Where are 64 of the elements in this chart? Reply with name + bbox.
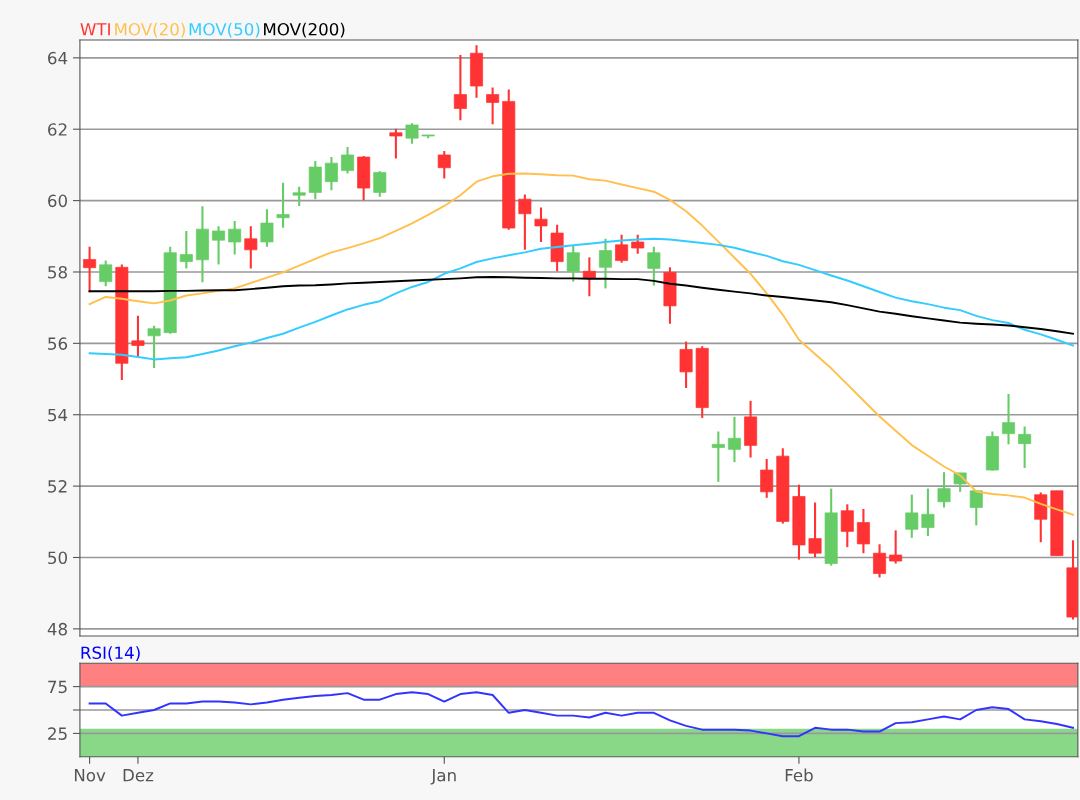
candlestick	[212, 225, 226, 266]
candlestick	[873, 543, 887, 579]
candlestick	[518, 193, 532, 251]
line-series	[88, 172, 1074, 516]
candlestick	[131, 314, 145, 358]
y-tick-label: 54	[48, 408, 68, 422]
text: WTI	[80, 23, 110, 36]
candlestick	[856, 507, 870, 555]
candlestick	[99, 259, 113, 288]
y-tick-label: 75	[48, 680, 67, 694]
candlestick	[921, 487, 935, 538]
candlestick	[1002, 392, 1015, 446]
candlestick	[582, 256, 596, 298]
candlestick	[260, 208, 274, 248]
candlestick	[889, 529, 903, 565]
y-tick-label: 62	[48, 123, 67, 136]
x-tick-label: Nov	[74, 769, 106, 782]
x-tick-label: Feb	[785, 768, 813, 782]
candlestick	[453, 53, 467, 122]
x-tick-label: Dez	[123, 769, 154, 782]
y-tick-label: 52	[48, 480, 67, 493]
candlestick	[905, 493, 919, 539]
y-tick-label: 58	[48, 265, 67, 279]
candlestick	[566, 244, 580, 283]
line-series	[88, 691, 1074, 738]
candlestick	[534, 206, 548, 244]
y-tick-label: 56	[48, 337, 68, 350]
candlestick	[631, 233, 645, 255]
candlestick	[615, 233, 629, 264]
candlestick	[389, 127, 403, 160]
candlestick	[808, 501, 822, 559]
candlestick	[228, 219, 242, 256]
text: MOV(20)	[115, 22, 185, 38]
y-tick-label: 25	[48, 727, 67, 740]
candlestick	[679, 340, 693, 389]
candlestick	[486, 86, 500, 126]
candlestick	[341, 146, 355, 175]
candlestick	[1018, 425, 1032, 469]
candlestick	[437, 149, 451, 180]
candlestick	[969, 489, 983, 527]
text: MOV(200)	[264, 22, 345, 38]
candlestick	[147, 324, 161, 370]
candlestick	[373, 170, 387, 198]
y-tick-label: 60	[48, 194, 68, 208]
y-tick-label: 64	[48, 51, 68, 65]
candlestick	[840, 503, 854, 549]
candlestick	[599, 237, 612, 290]
candlestick	[760, 457, 774, 499]
candlestick	[179, 229, 193, 270]
chart-title: RSI(14)	[81, 646, 140, 661]
line-series	[88, 237, 1074, 361]
candlestick	[405, 122, 419, 145]
y-tick-label: 50	[48, 551, 68, 565]
y-tick-label: 48	[47, 622, 67, 636]
x-tick-label: Jan	[430, 769, 456, 785]
candlestick	[647, 245, 661, 287]
text: MOV(50)	[189, 22, 260, 38]
candlestick	[727, 415, 741, 464]
candlestick	[244, 225, 258, 270]
candlestick	[292, 185, 306, 207]
candlestick	[276, 181, 290, 229]
candlestick	[711, 430, 725, 483]
candlestick	[937, 471, 951, 509]
candlestick	[324, 156, 338, 192]
